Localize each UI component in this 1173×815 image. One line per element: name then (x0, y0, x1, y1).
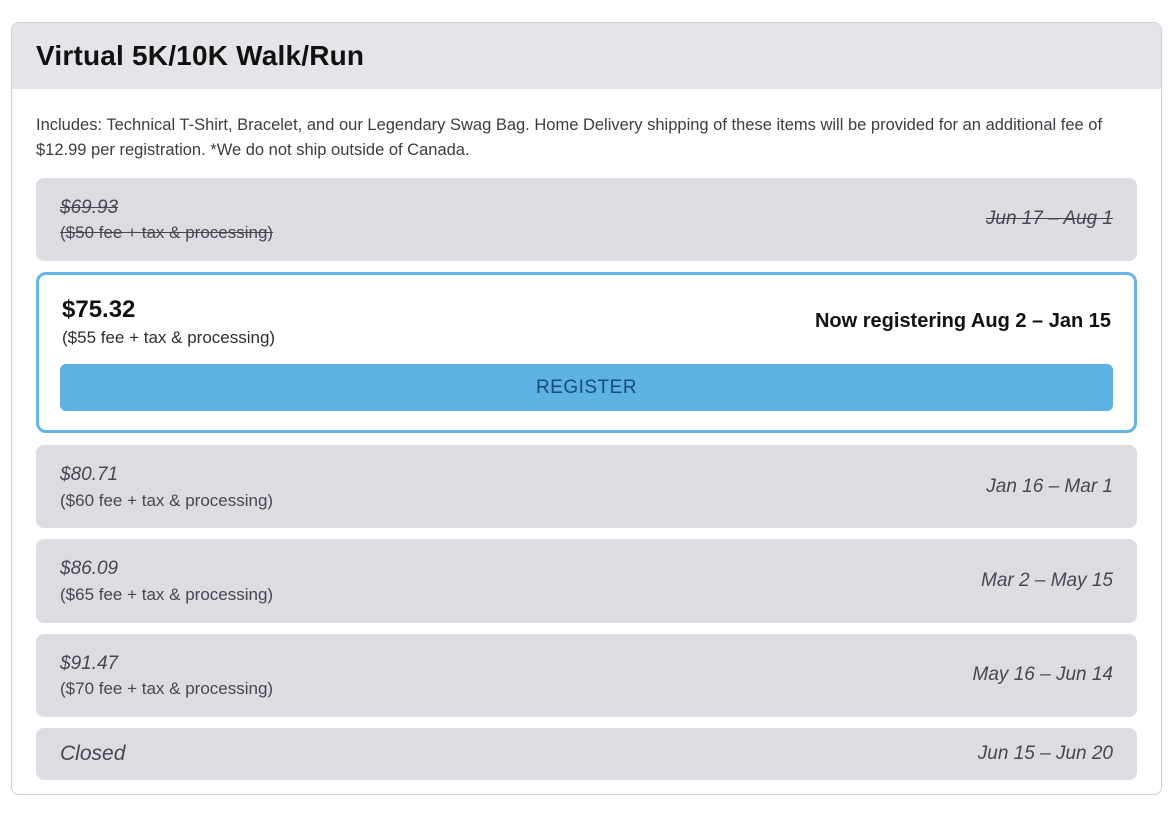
tier-price-block: $69.93 ($50 fee + tax & processing) (60, 194, 273, 245)
tier-date-range: May 16 – Jun 14 (972, 664, 1113, 686)
pricing-tier-upcoming: $80.71 ($60 fee + tax & processing) Jan … (36, 445, 1137, 529)
tier-price-block: $91.47 ($70 fee + tax & processing) (60, 650, 273, 701)
active-tier-price: $75.32 (62, 295, 136, 323)
tier-price: $80.71 (60, 464, 119, 486)
tier-fee-note: ($65 fee + tax & processing) (60, 584, 274, 604)
card-body: Includes: Technical T-Shirt, Bracelet, a… (12, 89, 1161, 794)
tier-price: $91.47 (60, 652, 119, 674)
pricing-card: Virtual 5K/10K Walk/Run Includes: Techni… (11, 22, 1162, 795)
active-tier-summary: $75.32 ($55 fee + tax & processing) Now … (60, 294, 1113, 350)
tier-date-range: Mar 2 – May 15 (981, 570, 1113, 592)
event-title: Virtual 5K/10K Walk/Run (36, 40, 365, 71)
tier-price-block: $75.32 ($55 fee + tax & processing) (62, 294, 275, 350)
pricing-tier-upcoming: $91.47 ($70 fee + tax & processing) May … (36, 633, 1137, 718)
tier-fee-note: ($70 fee + tax & processing) (60, 679, 274, 699)
tier-fee-note: ($50 fee + tax & processing) (60, 223, 274, 243)
event-description: Includes: Technical T-Shirt, Bracelet, a… (36, 116, 1103, 159)
register-button[interactable]: REGISTER (60, 364, 1113, 412)
card-header: Virtual 5K/10K Walk/Run (12, 23, 1161, 89)
tier-price: $69.93 (60, 196, 119, 218)
pricing-tier-past: $69.93 ($50 fee + tax & processing) Jun … (36, 177, 1137, 261)
closed-label: Closed (60, 742, 126, 766)
tier-price-block: $86.09 ($65 fee + tax & processing) (60, 555, 273, 606)
tier-date-range: Jun 17 – Aug 1 (985, 208, 1113, 230)
tier-fee-note: ($60 fee + tax & processing) (60, 490, 274, 510)
registration-status: Now registering Aug 2 – Jan 15 (814, 310, 1111, 333)
pricing-tier-upcoming: $86.09 ($65 fee + tax & processing) Mar … (36, 539, 1137, 623)
pricing-tier-active: $75.32 ($55 fee + tax & processing) Now … (36, 271, 1137, 434)
tier-date-range: Jan 16 – Mar 1 (986, 475, 1113, 497)
pricing-tier-closed: Closed Jun 15 – Jun 20 (36, 728, 1137, 781)
tier-price-block: $80.71 ($60 fee + tax & processing) (60, 461, 273, 512)
tier-price: $86.09 (60, 558, 119, 580)
active-tier-fee-note: ($55 fee + tax & processing) (62, 328, 276, 348)
tier-date-range: Jun 15 – Jun 20 (977, 743, 1113, 765)
